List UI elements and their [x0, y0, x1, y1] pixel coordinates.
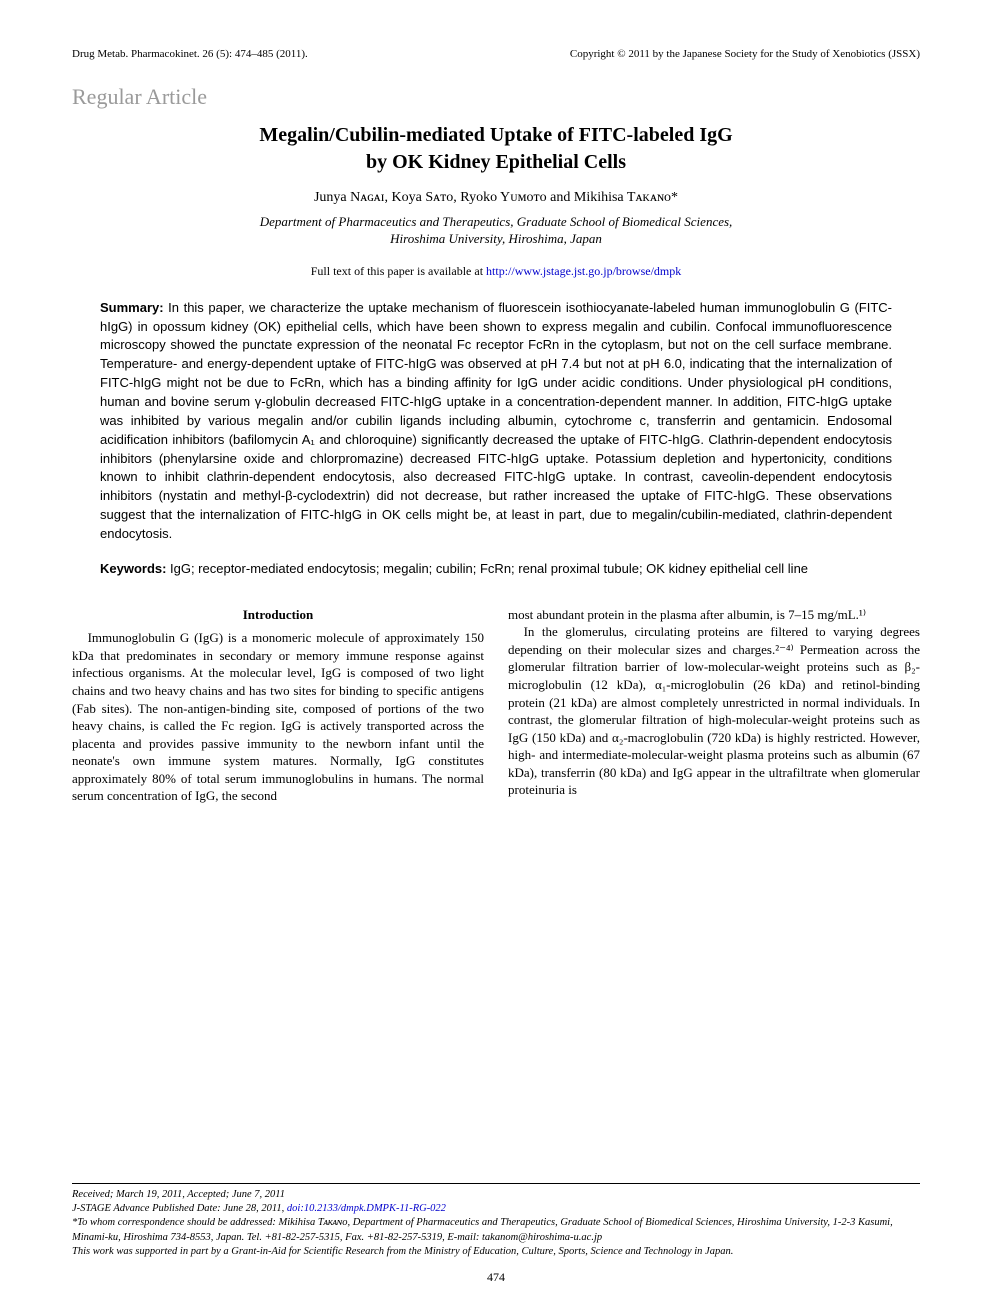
page-number: 474	[0, 1270, 992, 1285]
keywords-text: IgG; receptor-mediated endocytosis; mega…	[100, 560, 892, 578]
abstract-block: Summary: In this paper, we characterize …	[100, 299, 892, 544]
summary-text: In this paper, we characterize the uptak…	[100, 300, 892, 541]
intro-paragraph-1: Immunoglobulin G (IgG) is a monomeric mo…	[72, 629, 484, 804]
funding-note: This work was supported in part by a Gra…	[72, 1245, 920, 1259]
introduction-heading: Introduction	[72, 606, 484, 624]
title-line-1: Megalin/Cubilin-mediated Uptake of FITC-…	[259, 124, 732, 146]
keywords-label: Keywords:	[100, 561, 166, 576]
journal-reference: Drug Metab. Pharmacokinet. 26 (5): 474–4…	[72, 48, 308, 60]
fulltext-notice: Full text of this paper is available at …	[72, 264, 920, 279]
body-two-column: Introduction Immunoglobulin G (IgG) is a…	[72, 606, 920, 805]
affiliation-line-2: Hiroshima University, Hiroshima, Japan	[390, 231, 602, 246]
fulltext-link[interactable]: http://www.jstage.jst.go.jp/browse/dmpk	[486, 264, 681, 278]
author-list: Junya Nᴀɢᴀɪ, Koya Sᴀᴛᴏ, Ryoko Yᴜᴍᴏᴛᴏ and…	[72, 190, 920, 206]
article-type-label: Regular Article	[72, 84, 920, 110]
copyright-notice: Copyright © 2011 by the Japanese Society…	[570, 48, 920, 60]
advance-prefix: J-STAGE Advance Published Date: June 28,…	[72, 1203, 287, 1214]
fulltext-prefix: Full text of this paper is available at	[311, 264, 486, 278]
left-column: Introduction Immunoglobulin G (IgG) is a…	[72, 606, 484, 805]
author-affiliation: Department of Pharmaceutics and Therapeu…	[72, 214, 920, 248]
affiliation-line-1: Department of Pharmaceutics and Therapeu…	[260, 214, 733, 229]
intro-paragraph-2: In the glomerulus, circulating proteins …	[508, 623, 920, 798]
received-dates: Received; March 19, 2011, Accepted; June…	[72, 1188, 920, 1202]
running-header: Drug Metab. Pharmacokinet. 26 (5): 474–4…	[72, 48, 920, 60]
article-title: Megalin/Cubilin-mediated Uptake of FITC-…	[72, 122, 920, 176]
title-line-2: by OK Kidney Epithelial Cells	[366, 151, 626, 173]
advance-publication: J-STAGE Advance Published Date: June 28,…	[72, 1202, 920, 1216]
keywords-block: Keywords: IgG; receptor-mediated endocyt…	[100, 560, 892, 578]
summary-label: Summary:	[100, 300, 164, 315]
correspondence-note: *To whom correspondence should be addres…	[72, 1216, 920, 1244]
intro-paragraph-1-cont: most abundant protein in the plasma afte…	[508, 606, 920, 624]
doi-link[interactable]: doi:10.2133/dmpk.DMPK-11-RG-022	[287, 1203, 446, 1214]
right-column: most abundant protein in the plasma afte…	[508, 606, 920, 805]
footnote-block: Received; March 19, 2011, Accepted; June…	[72, 1183, 920, 1259]
